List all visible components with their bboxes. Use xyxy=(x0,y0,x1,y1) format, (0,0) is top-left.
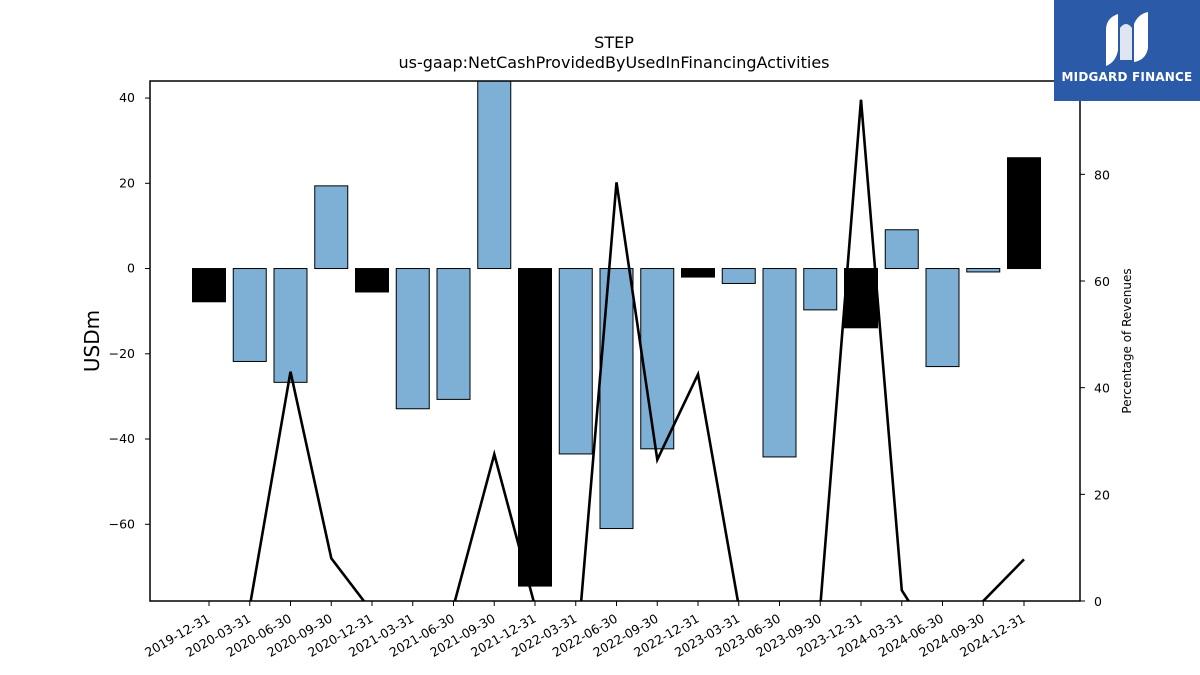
y-tick-label: 40 xyxy=(119,90,135,105)
y-right-tick-label: 40 xyxy=(1094,381,1110,396)
bar-2023-06-30 xyxy=(762,268,797,458)
y-tick-label: −60 xyxy=(109,516,135,531)
y-right-tick-label: 0 xyxy=(1094,594,1102,609)
bar-2022-12-31 xyxy=(681,268,715,278)
brand-logo: MIDGARD FINANCE xyxy=(1054,0,1200,101)
logo-mark-icon xyxy=(1106,12,1148,66)
bar-2024-06-30 xyxy=(925,268,960,368)
bar-2022-03-31 xyxy=(558,268,593,455)
y-tick-label: 20 xyxy=(119,175,135,190)
chart-title: STEP xyxy=(594,33,634,52)
bar-2021-06-30 xyxy=(436,268,471,400)
bar-2021-03-31 xyxy=(395,268,430,410)
y-axis-label: USDm xyxy=(80,310,104,372)
bar-2024-12-31 xyxy=(1007,157,1041,270)
bar-2020-09-30 xyxy=(314,185,349,270)
bars-layer xyxy=(192,81,1041,587)
bar-2023-03-31 xyxy=(721,268,756,284)
y-axis-right-label: Percentage of Revenues xyxy=(1120,268,1134,413)
bar-2021-12-31 xyxy=(518,268,552,587)
logo-text: MIDGARD FINANCE xyxy=(1061,70,1193,84)
chart-subtitle: us-gaap:NetCashProvidedByUsedInFinancing… xyxy=(398,53,829,72)
y-right-tick-label: 60 xyxy=(1094,274,1110,289)
plot-frame xyxy=(149,80,1081,602)
y-right-tick-label: 20 xyxy=(1094,487,1110,502)
bar-2024-03-31 xyxy=(884,229,919,270)
bar-2020-03-31 xyxy=(232,268,267,362)
bar-2021-09-30 xyxy=(477,81,512,270)
line-layer xyxy=(249,99,1025,601)
bar-2024-09-30 xyxy=(966,268,1001,273)
bar-2020-12-31 xyxy=(355,268,389,293)
bar-2023-12-31 xyxy=(844,268,878,329)
bar-2020-06-30 xyxy=(273,268,308,383)
y-right-tick-label: 80 xyxy=(1094,167,1110,182)
y-tick-label: −20 xyxy=(109,346,135,361)
bar-2019-12-31 xyxy=(192,268,226,303)
bar-2023-09-30 xyxy=(803,268,838,311)
y-tick-label: −40 xyxy=(109,431,135,446)
bar-2022-09-30 xyxy=(640,268,675,450)
y-tick-label: 0 xyxy=(127,261,135,276)
revenue-percentage-line xyxy=(249,99,1025,601)
